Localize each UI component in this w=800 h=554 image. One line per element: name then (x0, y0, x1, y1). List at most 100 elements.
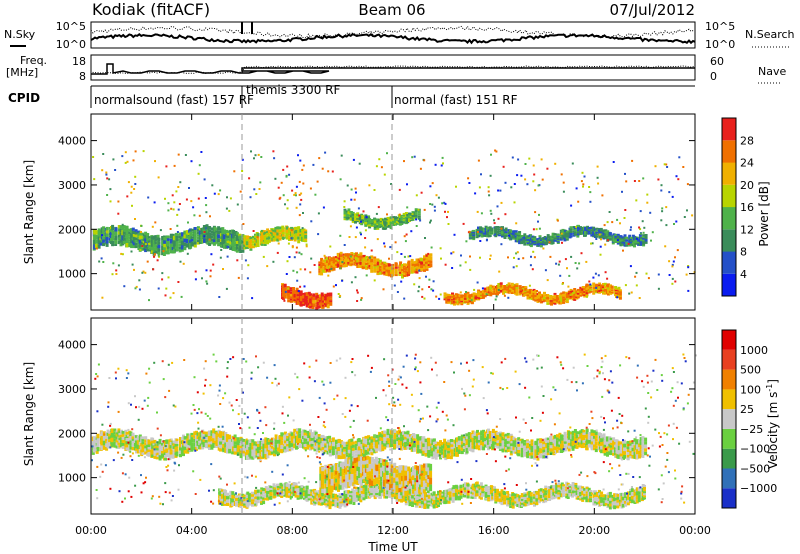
heatmap-cell (556, 240, 560, 243)
heatmap-speckle (561, 282, 564, 285)
heatmap-cell (594, 435, 598, 439)
heatmap-cell (528, 297, 532, 300)
heatmap-cell (487, 434, 490, 440)
heatmap-speckle (429, 185, 432, 188)
heatmap-speckle (252, 230, 255, 232)
heatmap-speckle (418, 269, 421, 272)
heatmap-cell (206, 226, 210, 230)
heatmap-cell (512, 231, 516, 234)
heatmap-speckle (169, 296, 172, 299)
heatmap-cell (406, 438, 410, 443)
heatmap-cell (251, 446, 255, 450)
heatmap-cell (215, 435, 219, 440)
heatmap-cell (220, 498, 224, 502)
heatmap-cell (539, 242, 543, 245)
heatmap-speckle (403, 255, 406, 258)
heatmap-cell (256, 443, 260, 447)
heatmap-cell (290, 443, 294, 447)
heatmap-cell (251, 235, 255, 239)
heatmap-cell (394, 264, 398, 267)
heatmap-speckle (674, 280, 677, 283)
heatmap-cell (241, 243, 245, 247)
heatmap-cell (412, 438, 416, 443)
heatmap-cell (404, 442, 408, 445)
heatmap-cell (361, 215, 365, 218)
heatmap-cell (119, 242, 123, 247)
heatmap-speckle (460, 254, 462, 257)
heatmap-cell (328, 449, 332, 453)
heatmap-cell (427, 453, 431, 458)
heatmap-speckle (373, 279, 376, 282)
heatmap-cell (610, 290, 614, 292)
heatmap-cell (373, 218, 377, 221)
heatmap-speckle (590, 242, 592, 245)
heatmap-cell (351, 213, 355, 216)
heatmap-cell (190, 236, 194, 239)
heatmap-cell (530, 445, 534, 449)
heatmap-speckle (616, 239, 619, 242)
heatmap-cell (239, 250, 243, 253)
heatmap-speckle (205, 269, 208, 272)
heatmap-speckle (538, 213, 540, 216)
heatmap-cell (456, 442, 459, 447)
heatmap-cell (595, 233, 599, 236)
heatmap-cell (626, 457, 630, 461)
heatmap-cell (128, 231, 132, 234)
heatmap-cell (580, 432, 584, 437)
heatmap-speckle (516, 251, 519, 254)
heatmap-cell (602, 433, 606, 438)
heatmap-cell (615, 291, 618, 294)
heatmap-cell (131, 436, 135, 440)
heatmap-cell (512, 236, 516, 239)
heatmap-cell (425, 268, 429, 271)
heatmap-speckle (373, 189, 376, 191)
heatmap-cell (213, 226, 217, 230)
heatmap-cell (462, 448, 466, 452)
heatmap-speckle (444, 202, 447, 205)
heatmap-speckle (301, 168, 304, 171)
heatmap-cell (157, 241, 161, 245)
heatmap-cell (573, 432, 577, 437)
heatmap-cell (618, 292, 622, 295)
heatmap-cell (373, 260, 377, 263)
heatmap-cell (506, 443, 510, 447)
heatmap-cell (534, 445, 538, 450)
heatmap-cell (281, 232, 285, 235)
heatmap-cell (157, 248, 161, 252)
heatmap-cell (556, 443, 559, 447)
heatmap-cell (609, 292, 612, 295)
heatmap-cell (417, 263, 421, 267)
heatmap-cell (328, 259, 332, 261)
heatmap-cell (118, 445, 122, 448)
heatmap-cell (544, 239, 548, 242)
heatmap-cell (639, 445, 643, 450)
heatmap-speckle (383, 173, 386, 176)
heatmap-speckle (356, 291, 359, 294)
heatmap-cell (310, 432, 314, 435)
heatmap-cell (453, 297, 456, 300)
heatmap-cell (296, 292, 300, 295)
heatmap-speckle (153, 201, 156, 204)
heatmap-cell (368, 264, 372, 268)
heatmap-cell (375, 434, 379, 439)
heatmap-cell (490, 231, 494, 234)
heatmap-cell (379, 444, 383, 448)
heatmap-cell (364, 224, 368, 227)
heatmap-cell (478, 291, 482, 294)
heatmap-cell (462, 436, 466, 440)
heatmap-speckle (194, 278, 197, 281)
heatmap-cell (534, 440, 538, 446)
heatmap-cell (394, 222, 398, 225)
heatmap-cell (571, 295, 575, 298)
heatmap-cell (453, 303, 456, 306)
heatmap-cell (483, 292, 487, 295)
heatmap-cell (299, 233, 303, 236)
heatmap-cell (404, 431, 408, 435)
heatmap-cell (266, 451, 270, 455)
heatmap-cell (467, 432, 471, 436)
heatmap-cell (383, 265, 387, 268)
heatmap-cell (324, 440, 328, 444)
heatmap-cell (249, 454, 253, 459)
heatmap-cell (391, 263, 395, 266)
heatmap-speckle (339, 294, 342, 297)
